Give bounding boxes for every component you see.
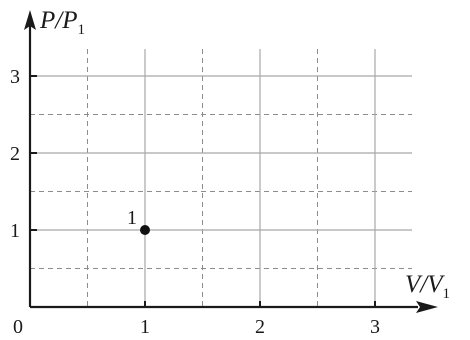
x-tick-label-1: 1 [140,316,150,338]
axes [24,10,438,313]
grid-solid-lines [30,49,412,307]
y-tick-label-3: 3 [10,66,20,88]
tick-marks [30,75,376,307]
y-axis-title-subscript: 1 [78,22,86,38]
y-tick-label-2: 2 [10,143,20,165]
data-point-1 [140,225,150,235]
x-axis-arrow-icon [416,301,438,313]
origin-label: 0 [13,316,23,338]
grid-dashed-lines [30,49,412,307]
y-axis-arrow-icon [24,10,36,30]
data-point-label-1: 1 [127,207,137,229]
x-axis-title: V/V1 [405,271,450,302]
y-axis-title-main: P/P [39,7,78,34]
x-tick-label-3: 3 [370,316,380,338]
x-axis-title-main: V/V [405,271,445,298]
x-axis-title-subscript: 1 [443,286,451,302]
x-tick-label-2: 2 [255,316,265,338]
y-axis-title: P/P1 [39,7,85,38]
y-tick-label-1: 1 [10,220,20,242]
